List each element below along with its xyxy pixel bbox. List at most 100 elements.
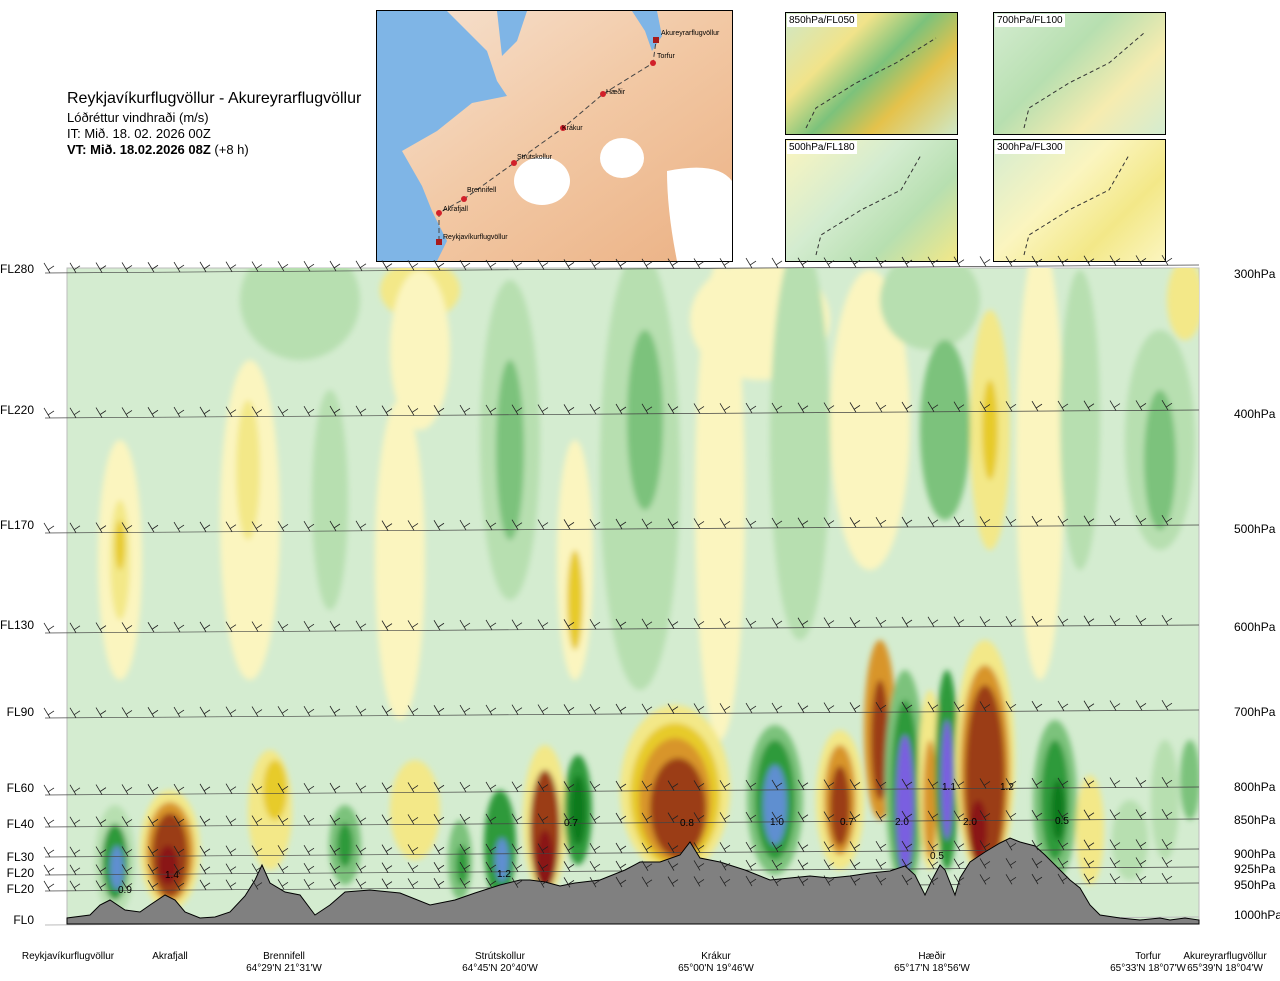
wind-barb [277,845,289,856]
wind-barb [121,522,133,533]
wind-barb [849,875,861,886]
panel-300-label: 300hPa/FL300 [995,141,1065,154]
wind-barb [381,814,393,825]
wind-barb [459,519,471,531]
wind-barb [199,863,211,875]
wind-barb [1135,515,1147,526]
wind-barb [121,846,133,857]
contour-blob [896,735,914,875]
wind-barb [329,520,341,532]
hpa-label-925: 925hPa [1234,862,1276,876]
wind-barb [485,843,497,855]
wind-barb [927,701,939,713]
wind-barb [43,846,55,858]
wind-barb [43,262,55,274]
wind-barb [1161,700,1173,711]
wind-barb [849,779,861,790]
wind-barb [407,878,419,889]
wind-barb [563,619,575,630]
contour-blob [1016,268,1064,680]
wind-barb [1161,400,1173,411]
fl-label-170: FL170 [0,518,35,532]
wind-barb [303,782,315,794]
wind-barb [199,706,211,718]
wind-barb [641,703,653,715]
wind-barb [589,812,601,824]
waypoint-haedir: Hæðir 65°17'N 18°56'W [894,951,970,975]
wind-barb [173,863,185,875]
contour-blob [982,380,998,480]
wind-barb [563,861,575,872]
wind-barb [589,618,601,630]
wind-barb [823,702,835,713]
contour-blob [830,766,850,846]
wind-barb [251,261,263,272]
wind-barb [251,863,263,874]
wind-barb [433,844,445,855]
wind-barb [875,401,887,413]
wind-barb [901,516,913,528]
wind-barb [303,844,315,856]
contour-blob [1076,775,1104,885]
wind-barb [199,261,211,273]
wind-barb [719,258,731,269]
wind-barb [277,706,289,717]
wind-barb [875,256,887,268]
wind-barb [1161,839,1173,850]
hpa-label-700: 700hPa [1234,705,1276,719]
wind-barb [147,522,159,533]
wind-barb [147,846,159,857]
contour-blob [570,775,586,845]
wind-barb [667,703,679,714]
wind-barb [1135,873,1147,884]
waypoint-name: Strútskollur [474,951,525,962]
contour-blob [880,268,980,350]
wind-barb [797,617,809,628]
wind-barb [953,401,965,412]
waypoint-brennifell: Brennifell 64°29'N 21°31'W [246,951,322,975]
contour-shapes [95,268,1199,915]
wind-barb [693,403,705,414]
wind-barb [849,841,861,852]
wind-barb [407,620,419,631]
wind-barb [901,616,913,628]
panel-700-route [1023,32,1145,129]
fl-label-0: FL0 [13,913,34,927]
wind-barb [199,621,211,633]
wind-barb [433,862,445,873]
contour-label-1: 0.9 [118,885,132,896]
contour-blob [1167,268,1199,340]
contour-label-11: 2.0 [963,817,977,828]
wind-barb [251,815,263,826]
wind-barb [303,862,315,874]
wind-barb [745,402,757,414]
route-map-svg: Akureyrarflugvöllur Torfur Hæðir Krákur … [377,11,732,261]
wind-barb [485,519,497,531]
contour-blob [375,400,425,720]
wind-barb [667,518,679,529]
contour-blob [240,268,360,360]
wind-barb [849,859,861,870]
wind-barb [1005,858,1017,869]
wind-barb [329,620,341,632]
wind-barb [407,405,419,416]
contour-label-3: 1.2 [497,869,511,880]
wind-barb [693,842,705,853]
wind-barb [95,262,107,273]
wind-barb [953,616,965,627]
wind-barb [303,620,315,632]
wind-barb [1109,255,1121,266]
wind-barb [615,876,627,888]
wind-barb [1135,615,1147,626]
wind-barb [43,707,55,719]
wind-barb [69,816,81,827]
waypoint-strutskollur: Strútskollur 64°45'N 20°40'W [462,951,538,975]
wind-barb [875,778,887,790]
wind-barb [433,405,445,416]
contour-label-5: 0.8 [680,818,694,829]
map-point-torfur [650,60,656,66]
contour-blob [830,270,910,570]
wind-barb [1083,809,1095,820]
wind-barb [1109,777,1121,788]
